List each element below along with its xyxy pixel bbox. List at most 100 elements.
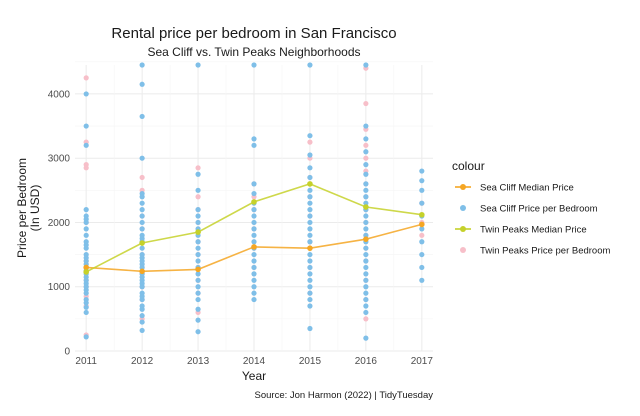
data-point bbox=[363, 290, 369, 296]
data-point bbox=[195, 239, 201, 245]
median-point bbox=[419, 221, 425, 228]
median-point bbox=[419, 211, 425, 218]
data-point bbox=[307, 174, 313, 181]
data-point bbox=[139, 251, 145, 258]
data-point bbox=[363, 316, 369, 322]
data-point bbox=[251, 190, 257, 197]
median-point bbox=[251, 199, 257, 205]
data-point bbox=[195, 194, 201, 200]
grid bbox=[75, 61, 433, 352]
median-point bbox=[139, 268, 145, 275]
data-point bbox=[195, 245, 201, 251]
data-point bbox=[363, 181, 369, 187]
data-point bbox=[307, 152, 313, 158]
data-point bbox=[307, 239, 313, 245]
data-point bbox=[251, 284, 257, 290]
data-point bbox=[419, 200, 425, 206]
data-point bbox=[251, 226, 257, 232]
data-point bbox=[363, 213, 369, 219]
data-point bbox=[419, 251, 425, 258]
data-point bbox=[139, 207, 145, 213]
data-point bbox=[139, 213, 145, 219]
data-point bbox=[307, 194, 313, 200]
median-point bbox=[195, 229, 201, 235]
data-point bbox=[195, 171, 201, 177]
data-point bbox=[195, 329, 201, 335]
data-point bbox=[139, 245, 145, 251]
data-point bbox=[83, 251, 89, 258]
data-point bbox=[83, 304, 89, 310]
data-point bbox=[307, 226, 313, 232]
data-point bbox=[251, 277, 257, 283]
data-point bbox=[307, 303, 313, 309]
data-point bbox=[195, 213, 201, 219]
x-axis-ticks: 2011 2012 2013 2014 2015 2016 2017 bbox=[75, 356, 433, 367]
data-point bbox=[363, 303, 369, 309]
data-point bbox=[195, 306, 201, 312]
data-point bbox=[195, 165, 201, 171]
data-point bbox=[251, 258, 257, 264]
data-point bbox=[363, 264, 369, 271]
data-point bbox=[195, 296, 201, 303]
data-point bbox=[83, 123, 89, 129]
data-point bbox=[307, 258, 313, 264]
x-tick-label: 2011 bbox=[75, 356, 97, 367]
median-point bbox=[363, 236, 369, 242]
data-point bbox=[83, 226, 89, 232]
data-point bbox=[363, 251, 369, 258]
data-point bbox=[307, 133, 313, 139]
data-point bbox=[307, 213, 313, 219]
data-point bbox=[419, 264, 425, 271]
data-point bbox=[251, 264, 257, 271]
data-point bbox=[139, 319, 145, 325]
data-point bbox=[195, 62, 201, 68]
data-point bbox=[363, 62, 369, 68]
data-point bbox=[307, 325, 313, 332]
data-point bbox=[195, 207, 201, 213]
data-point bbox=[251, 251, 257, 258]
data-point bbox=[139, 81, 145, 87]
median-point bbox=[251, 244, 257, 250]
y-tick-label: 4000 bbox=[48, 89, 71, 100]
data-point bbox=[363, 219, 369, 226]
chart-title: Rental price per bedroom in San Francisc… bbox=[111, 25, 396, 42]
data-point bbox=[363, 309, 369, 316]
legend-title: colour bbox=[452, 159, 485, 173]
data-point bbox=[419, 187, 425, 193]
data-point bbox=[307, 290, 313, 296]
data-point bbox=[251, 207, 257, 213]
y-tick-label: 0 bbox=[64, 347, 70, 358]
chart-caption: Source: Jon Harmon (2022) | TidyTuesday bbox=[255, 390, 434, 401]
data-point bbox=[139, 113, 145, 120]
data-point bbox=[363, 296, 369, 303]
chart-subtitle: Sea Cliff vs. Twin Peaks Neighborhoods bbox=[147, 45, 360, 59]
x-tick-label: 2017 bbox=[411, 356, 434, 367]
data-point bbox=[251, 181, 257, 187]
median-point bbox=[363, 204, 369, 210]
y-tick-label: 1000 bbox=[48, 282, 71, 293]
data-point bbox=[83, 309, 89, 316]
x-tick-label: 2016 bbox=[355, 356, 378, 367]
data-point bbox=[363, 187, 369, 193]
data-point bbox=[195, 258, 201, 264]
data-point bbox=[307, 271, 313, 277]
data-point bbox=[139, 155, 145, 161]
data-point bbox=[139, 327, 145, 334]
data-point bbox=[251, 271, 257, 277]
median-point bbox=[307, 245, 313, 251]
x-tick-label: 2014 bbox=[243, 356, 266, 367]
data-point bbox=[307, 200, 313, 206]
data-point bbox=[139, 190, 145, 197]
data-point bbox=[195, 219, 201, 226]
data-point bbox=[363, 271, 369, 277]
median-point bbox=[195, 266, 201, 273]
data-point bbox=[139, 235, 145, 242]
data-point bbox=[251, 219, 257, 226]
data-point bbox=[363, 100, 369, 107]
median-point bbox=[83, 269, 89, 275]
legend-label: Twin Peaks Median Price bbox=[480, 225, 587, 236]
data-point bbox=[307, 277, 313, 283]
data-point bbox=[139, 200, 145, 206]
data-point bbox=[139, 62, 145, 68]
data-point bbox=[195, 277, 201, 283]
